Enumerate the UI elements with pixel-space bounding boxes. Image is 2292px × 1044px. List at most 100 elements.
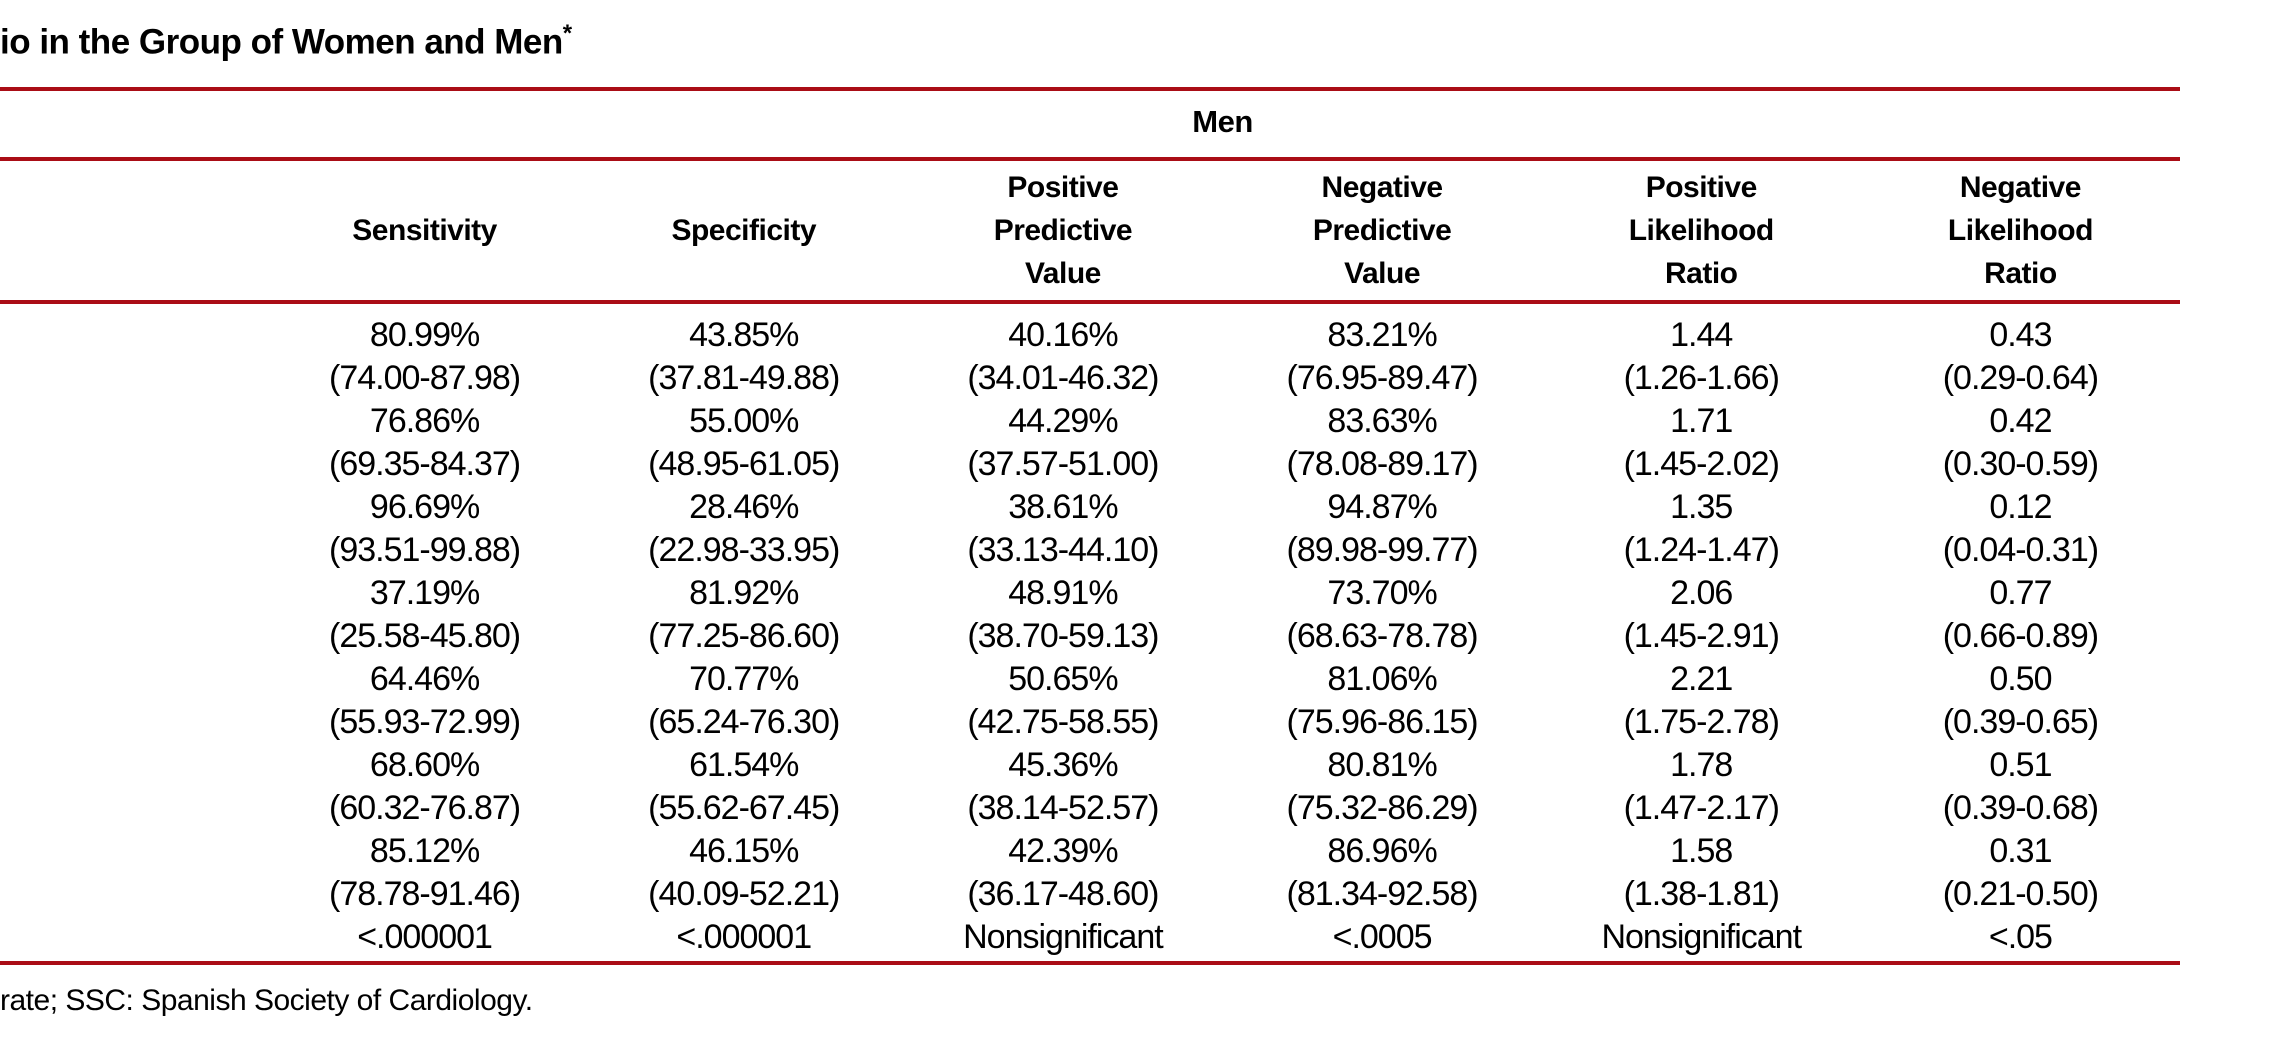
table-cell-confidence-interval: (0.39-0.68) [1942,789,2099,827]
table-cell-p-value: <.000001 [676,918,812,956]
table-cell-value: 2.21 [1670,660,1733,698]
table-cell-confidence-interval: (60.32-76.87) [329,789,521,827]
table-cell-confidence-interval: (1.24-1.47) [1623,531,1780,569]
table-cell-value: 68.60% [369,746,480,784]
table-cell-confidence-interval: (0.29-0.64) [1942,359,2099,397]
table-cell-confidence-interval: (78.78-91.46) [329,875,521,913]
table-cell-confidence-interval: (1.47-2.17) [1623,789,1780,827]
table-cell-value: 1.58 [1670,832,1733,870]
rule-bottom [0,961,2180,965]
table-cell-value: 37.19% [369,574,480,612]
table-cell-confidence-interval: (42.75-58.55) [967,703,1159,741]
table-cell-confidence-interval: (76.95-89.47) [1286,359,1479,397]
table-cell-value: 70.77% [689,660,799,698]
table-cell-value: 73.70% [1327,574,1437,612]
table-cell-confidence-interval: (1.38-1.81) [1623,875,1780,913]
table-cell-value: 0.43 [1989,316,2052,354]
table-cell-value: 40.16% [1008,316,1118,354]
table-cell-confidence-interval: (0.21-0.50) [1942,875,2099,913]
table-cell-value: 28.46% [689,488,799,526]
table-cell-value: 38.61% [1008,488,1118,526]
table-cell-value: 86.96% [1327,832,1437,870]
column-header-sensitivity: Sensitivity [352,214,497,247]
table-cell-confidence-interval: (25.58-45.80) [329,617,521,655]
table-cell-confidence-interval: (1.26-1.66) [1623,359,1780,397]
table-cell-value: 0.50 [1989,660,2052,698]
table-cell-value: 1.71 [1670,402,1733,440]
table-cell-p-value: <.05 [1988,918,2053,956]
table-cell-confidence-interval: (0.39-0.65) [1942,703,2099,741]
table-cell-value: 43.85% [689,316,799,354]
table-cell-confidence-interval: (0.30-0.59) [1942,445,2099,483]
table-cell-value: 0.31 [1989,832,2052,870]
table-cell-p-value: <.000001 [357,918,493,956]
table-cell-confidence-interval: (69.35-84.37) [329,445,521,483]
table-cell-confidence-interval: (78.08-89.17) [1286,445,1479,483]
table-cell-confidence-interval: (22.98-33.95) [648,531,840,569]
table-cell-confidence-interval: (38.70-59.13) [967,617,1159,655]
table-cell-confidence-interval: (65.24-76.30) [648,703,840,741]
table-cell-p-value: Nonsignificant [963,918,1164,956]
table-cell-value: 0.51 [1989,746,2052,784]
rule-under-header [0,300,2180,304]
table-cell-value: 1.78 [1670,746,1733,784]
table-cell-value: 44.29% [1008,402,1118,440]
table-cell-p-value: <.0005 [1332,918,1433,956]
column-header-positive-likelihood-ratio: Positive Likelihood Ratio [1628,171,1775,290]
table-cell-confidence-interval: (33.13-44.10) [967,531,1159,569]
table-cell-value: 45.36% [1008,746,1118,784]
rule-under-group [0,157,2180,161]
table-cell-confidence-interval: (55.62-67.45) [648,789,840,827]
table-cell-value: 1.44 [1670,316,1733,354]
table-cell-value: 83.21% [1327,316,1437,354]
column-header-negative-likelihood-ratio: Negative Likelihood Ratio [1947,171,2094,290]
table-cell-value: 64.46% [369,660,480,698]
table-cell-confidence-interval: (0.66-0.89) [1942,617,2099,655]
table-cell-confidence-interval: (77.25-86.60) [648,617,840,655]
table-cell-value: 81.92% [689,574,799,612]
column-header-positive-predictive-value: Positive Predictive Value [993,171,1133,290]
table-cell-value: 81.06% [1327,660,1437,698]
table-cell-confidence-interval: (74.00-87.98) [329,359,521,397]
table-cell-value: 94.87% [1327,488,1437,526]
table-cell-confidence-interval: (37.57-51.00) [967,445,1159,483]
group-header-men: Men [1192,104,1253,139]
table-cell-confidence-interval: (48.95-61.05) [648,445,840,483]
table-cell-value: 1.35 [1670,488,1733,526]
table-cell-value: 42.39% [1008,832,1118,870]
table-cell-value: 0.77 [1989,574,2052,612]
table-cell-confidence-interval: (81.34-92.58) [1286,875,1479,913]
table-cell-confidence-interval: (37.81-49.88) [648,359,840,397]
table-cell-confidence-interval: (89.98-99.77) [1286,531,1479,569]
table-cell-value: 83.63% [1327,402,1437,440]
rule-top [0,87,2180,91]
table-title-text: io in the Group of Women and Men [0,22,563,62]
table-cell-confidence-interval: (36.17-48.60) [967,875,1159,913]
table-cell-value: 55.00% [689,402,799,440]
row-label-column-stub [0,164,265,961]
table-cell-value: 61.54% [689,746,799,784]
table-cell-confidence-interval: (1.75-2.78) [1623,703,1780,741]
table-cell-value: 96.69% [369,488,480,526]
table-cell-value: 0.42 [1989,402,2052,440]
table-cell-confidence-interval: (40.09-52.21) [648,875,840,913]
column-header-row: Sensitivity Specificity Positive Predict… [265,164,2180,297]
table-cell-value: 48.91% [1008,574,1118,612]
table-title-asterisk: * [562,20,572,47]
table-cell-value: 2.06 [1670,574,1733,612]
table-cell-value: 50.65% [1008,660,1118,698]
table-cell-confidence-interval: (1.45-2.02) [1623,445,1780,483]
table-cell-value: 76.86% [369,402,480,440]
table-cell-confidence-interval: (93.51-99.88) [329,531,521,569]
table-cell-value: 85.12% [369,832,480,870]
table-body: 80.99% 43.85% 40.16% 83.21% 1.44 0.43 (74.00-8… [265,314,2180,959]
table-cell-confidence-interval: (75.96-86.15) [1286,703,1479,741]
table-cell-value: 80.99% [369,316,480,354]
table-cell-confidence-interval: (34.01-46.32) [967,359,1159,397]
table-cell-p-value: Nonsignificant [1601,918,1802,956]
table-title: io in the Group of Women and Men* [0,20,572,63]
column-header-negative-predictive-value: Negative Predictive Value [1312,171,1452,290]
table-cell-confidence-interval: (38.14-52.57) [967,789,1159,827]
column-header-specificity: Specificity [671,214,817,247]
